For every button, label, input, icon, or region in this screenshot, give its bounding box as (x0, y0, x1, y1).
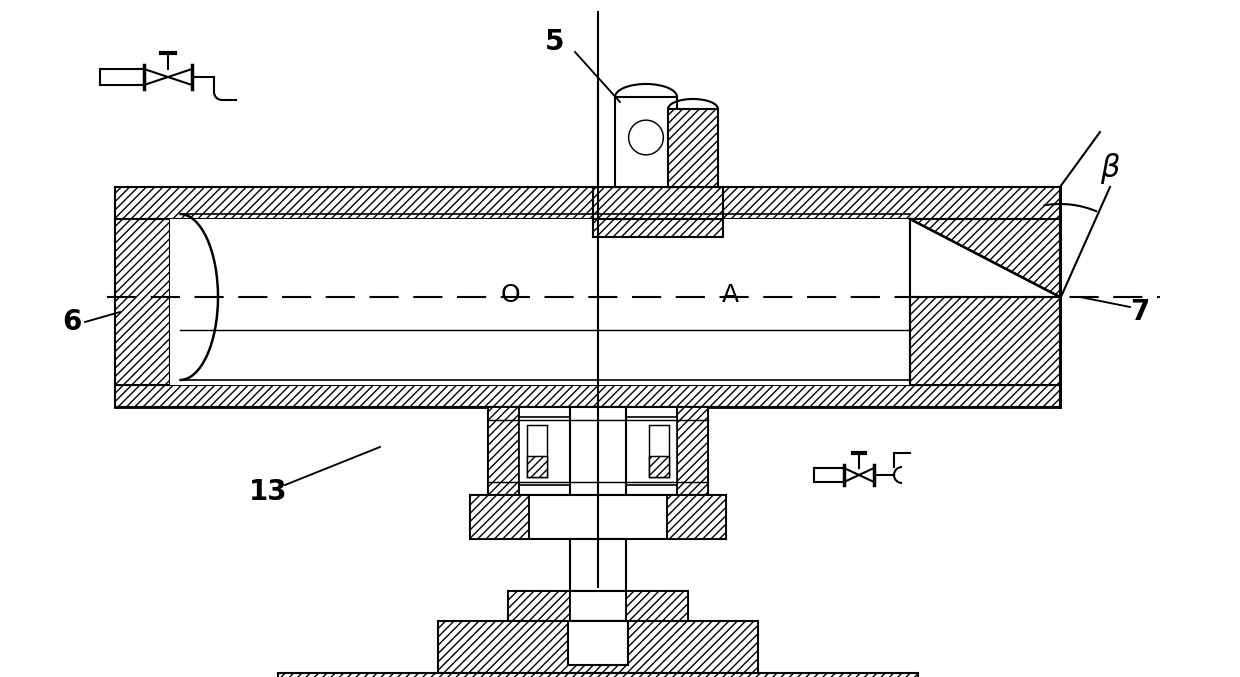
Polygon shape (668, 109, 718, 187)
Bar (489, 407, 708, 495)
Bar (615, 97, 677, 187)
Polygon shape (593, 219, 723, 237)
Polygon shape (667, 495, 725, 539)
Polygon shape (115, 219, 170, 385)
Text: 5: 5 (546, 28, 564, 56)
Polygon shape (438, 621, 758, 673)
Bar (568, 621, 627, 665)
Bar (570, 407, 626, 495)
Text: β: β (1100, 154, 1120, 185)
Bar (115, 187, 1060, 407)
Polygon shape (910, 297, 1060, 385)
Bar (649, 424, 670, 477)
Bar (470, 495, 725, 539)
Polygon shape (489, 407, 520, 495)
Bar (570, 539, 626, 591)
Text: 6: 6 (62, 308, 82, 336)
Polygon shape (527, 456, 547, 477)
Bar (508, 591, 688, 621)
Text: O: O (500, 283, 520, 307)
Polygon shape (115, 385, 1060, 407)
Polygon shape (115, 187, 1060, 219)
Polygon shape (508, 591, 570, 621)
Polygon shape (278, 673, 918, 677)
Polygon shape (910, 219, 1060, 297)
Text: A: A (722, 283, 739, 307)
Polygon shape (470, 495, 529, 539)
Text: 13: 13 (249, 478, 288, 506)
Polygon shape (626, 591, 688, 621)
Polygon shape (677, 407, 708, 495)
Bar (520, 417, 677, 485)
Text: 7: 7 (1131, 298, 1149, 326)
Bar (527, 424, 547, 477)
Bar (170, 219, 910, 385)
Polygon shape (649, 456, 670, 477)
